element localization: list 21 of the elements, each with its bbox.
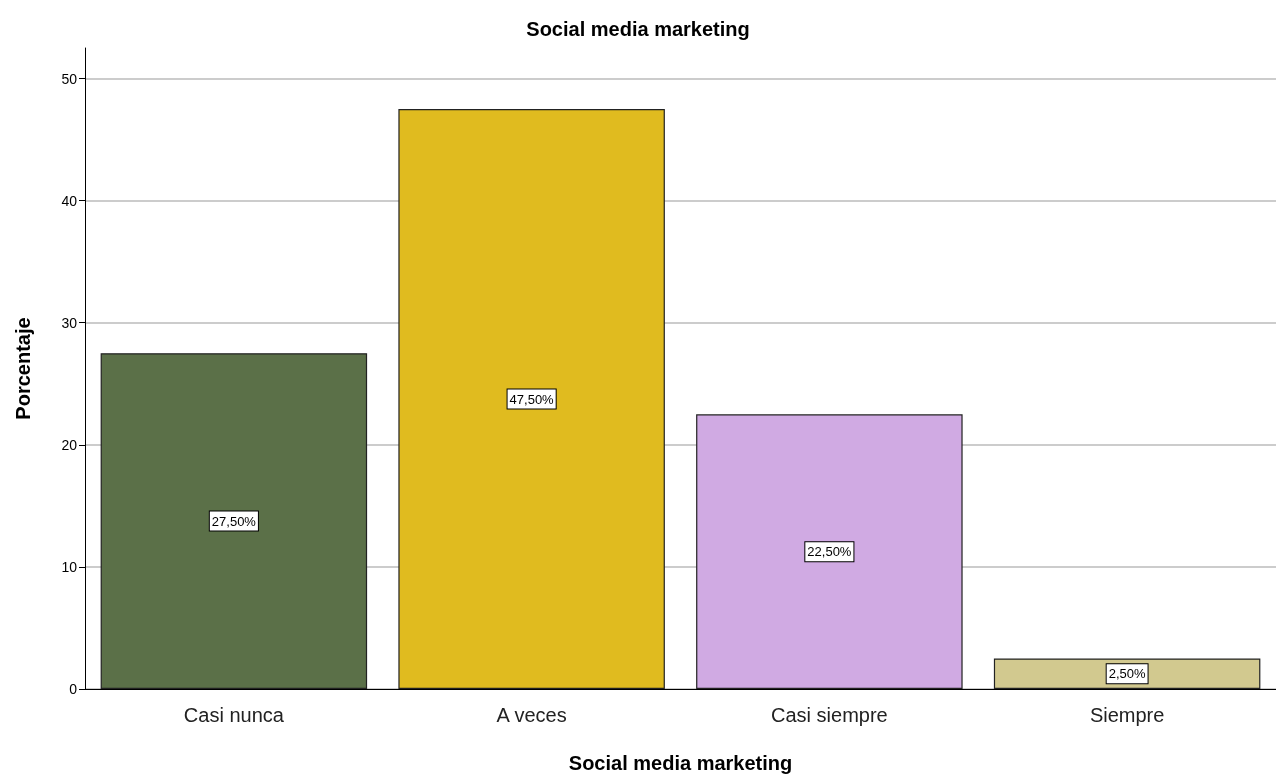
data-label: 47,50%: [509, 391, 555, 407]
y-tick-label: 10: [61, 558, 78, 575]
bar: [993, 658, 1261, 689]
x-tick-label: Siempre: [1089, 704, 1165, 726]
x-axis-title: Social media marketing: [568, 752, 793, 774]
y-tick-label: 0: [69, 681, 78, 697]
x-tick-label: A veces: [496, 704, 567, 726]
y-tick-label: 50: [61, 70, 78, 87]
bar: [100, 353, 368, 689]
x-tick-label: Casi nunca: [183, 704, 285, 726]
data-label: 27,50%: [211, 513, 257, 529]
data-label: 2,50%: [1108, 666, 1146, 682]
data-label: 22,50%: [807, 544, 852, 560]
chart-title: Social media marketing: [526, 18, 750, 40]
y-tick-label: 40: [61, 192, 78, 209]
y-tick-label: 20: [61, 436, 78, 453]
y-tick-label: 30: [61, 314, 78, 331]
y-axis-title: Porcentaje: [12, 317, 34, 420]
bar: [398, 109, 665, 689]
x-tick-label: Casi siempre: [771, 704, 888, 726]
bar: [696, 414, 963, 689]
